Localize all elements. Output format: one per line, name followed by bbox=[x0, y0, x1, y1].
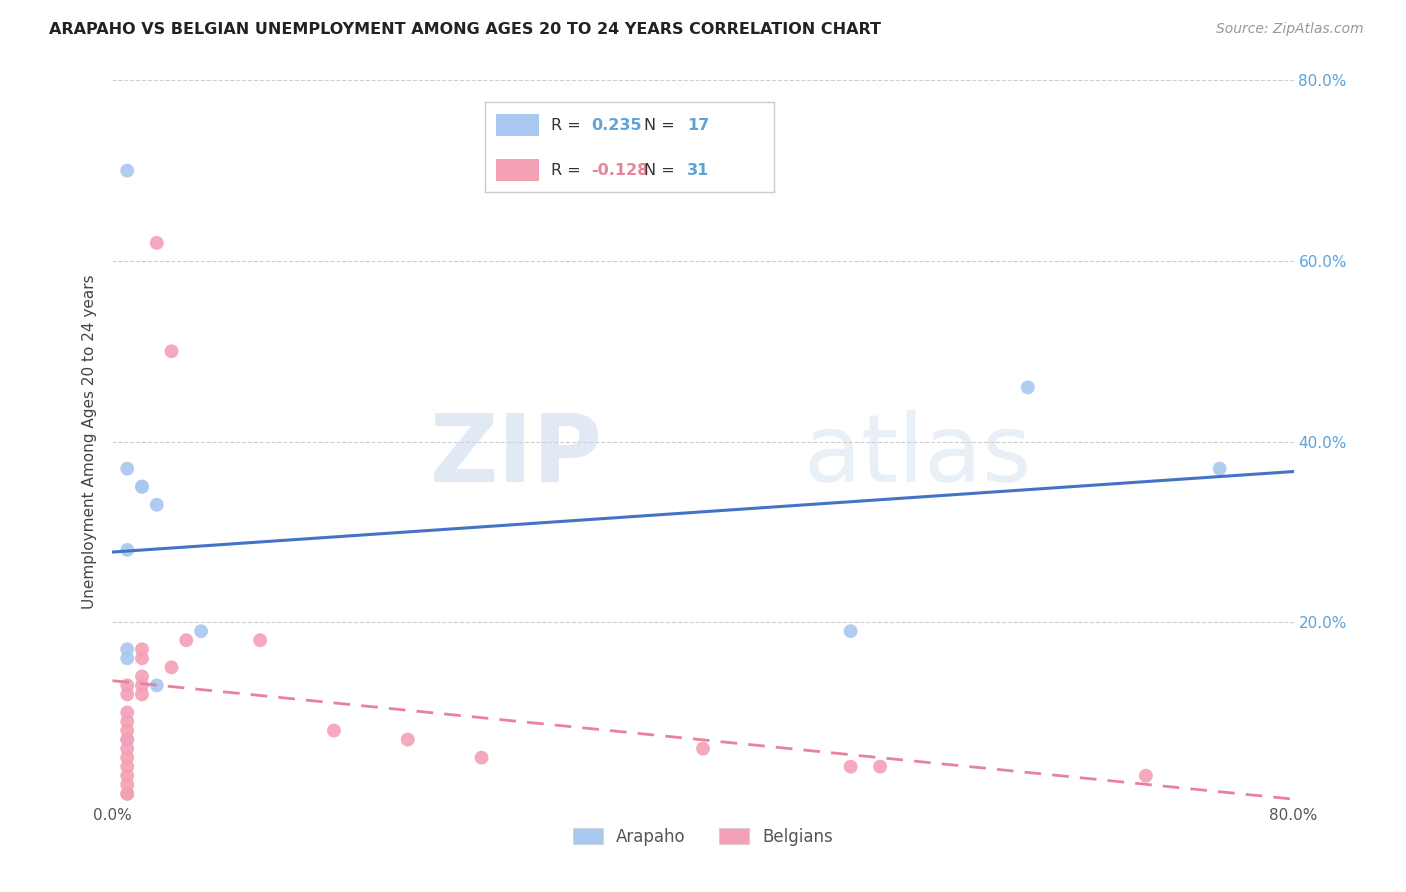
Point bbox=[131, 651, 153, 665]
Point bbox=[117, 760, 138, 774]
Point bbox=[117, 163, 138, 178]
Point bbox=[160, 344, 183, 359]
Text: ARAPAHO VS BELGIAN UNEMPLOYMENT AMONG AGES 20 TO 24 YEARS CORRELATION CHART: ARAPAHO VS BELGIAN UNEMPLOYMENT AMONG AG… bbox=[49, 22, 882, 37]
Point bbox=[117, 732, 138, 747]
Point bbox=[117, 787, 138, 801]
Point bbox=[1135, 769, 1157, 783]
Point bbox=[146, 678, 169, 692]
Point bbox=[117, 651, 138, 665]
Point bbox=[323, 723, 346, 738]
Point bbox=[117, 714, 138, 729]
Point bbox=[839, 624, 862, 639]
Point bbox=[117, 642, 138, 657]
Point bbox=[117, 778, 138, 792]
Point bbox=[131, 642, 153, 657]
Point bbox=[117, 769, 138, 783]
Text: ZIP: ZIP bbox=[430, 410, 603, 502]
Text: Source: ZipAtlas.com: Source: ZipAtlas.com bbox=[1216, 22, 1364, 37]
Point bbox=[117, 461, 138, 475]
Point bbox=[117, 732, 138, 747]
Y-axis label: Unemployment Among Ages 20 to 24 years: Unemployment Among Ages 20 to 24 years bbox=[82, 274, 97, 609]
Point bbox=[839, 760, 862, 774]
Point bbox=[160, 660, 183, 674]
Point bbox=[117, 750, 138, 764]
Point bbox=[117, 687, 138, 701]
Point bbox=[131, 678, 153, 692]
Point bbox=[1017, 380, 1039, 394]
Point bbox=[117, 542, 138, 557]
Point bbox=[249, 633, 271, 648]
Point bbox=[190, 624, 212, 639]
Point bbox=[117, 787, 138, 801]
Legend: Arapaho, Belgians: Arapaho, Belgians bbox=[567, 821, 839, 852]
Point bbox=[692, 741, 714, 756]
Point bbox=[131, 687, 153, 701]
Point bbox=[131, 480, 153, 494]
Point bbox=[146, 498, 169, 512]
Point bbox=[470, 750, 494, 764]
Point bbox=[117, 723, 138, 738]
Point bbox=[146, 235, 169, 250]
Point bbox=[117, 678, 138, 692]
Point bbox=[117, 741, 138, 756]
Point bbox=[1208, 461, 1232, 475]
Point bbox=[869, 760, 891, 774]
Point bbox=[131, 480, 153, 494]
Text: atlas: atlas bbox=[803, 410, 1032, 502]
Point bbox=[396, 732, 419, 747]
Point bbox=[131, 669, 153, 683]
Point bbox=[174, 633, 197, 648]
Point bbox=[117, 706, 138, 720]
